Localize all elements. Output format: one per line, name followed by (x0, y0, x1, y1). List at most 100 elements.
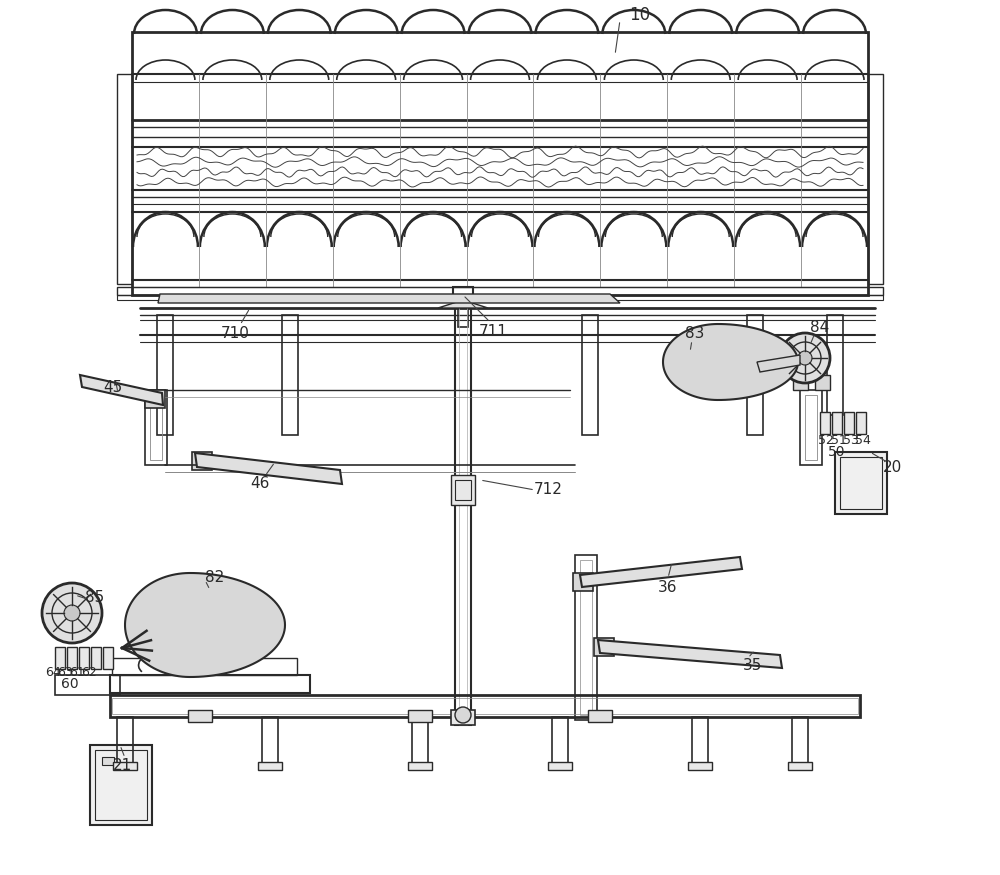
Text: 35: 35 (742, 657, 762, 673)
Bar (840, 457, 882, 509)
Bar (458, 307, 468, 327)
Circle shape (455, 707, 471, 723)
Bar (117, 74, 132, 284)
Bar (145, 390, 167, 465)
Bar (282, 315, 298, 435)
Bar (112, 698, 858, 714)
Bar (117, 717, 133, 765)
Bar (692, 717, 708, 765)
Bar (835, 452, 887, 514)
Bar (91, 647, 101, 669)
Bar (815, 375, 830, 390)
Circle shape (798, 351, 812, 365)
Text: 63: 63 (57, 666, 73, 678)
Text: 710: 710 (221, 326, 249, 340)
Bar (110, 695, 860, 717)
Bar (856, 412, 866, 434)
Bar (67, 647, 77, 669)
Text: 51: 51 (831, 433, 847, 446)
Bar (55, 647, 65, 669)
Bar (132, 32, 868, 295)
Bar (79, 647, 89, 669)
Circle shape (64, 605, 80, 621)
Bar (90, 745, 152, 825)
Text: 54: 54 (855, 433, 871, 446)
Bar (588, 710, 612, 722)
Text: 62: 62 (81, 666, 97, 678)
Bar (800, 390, 822, 465)
Bar (788, 762, 812, 770)
Bar (575, 555, 597, 720)
Bar (548, 762, 572, 770)
Circle shape (780, 333, 830, 383)
Circle shape (42, 583, 102, 643)
Bar (792, 717, 808, 765)
Text: 711: 711 (479, 324, 507, 339)
Bar (453, 287, 473, 307)
Bar (117, 295, 883, 300)
Polygon shape (438, 300, 488, 308)
Text: 45: 45 (103, 381, 123, 396)
Bar (262, 717, 278, 765)
Bar (412, 717, 428, 765)
Bar (451, 710, 475, 725)
Text: 20: 20 (882, 460, 902, 475)
Bar (150, 395, 162, 460)
Polygon shape (80, 375, 163, 405)
Bar (117, 287, 883, 295)
Polygon shape (598, 640, 782, 668)
Bar (552, 717, 568, 765)
Bar (55, 675, 120, 695)
Text: 712: 712 (534, 482, 562, 498)
Bar (408, 710, 432, 722)
Polygon shape (580, 557, 742, 587)
Bar (827, 315, 843, 415)
Bar (157, 315, 173, 435)
Text: 83: 83 (685, 326, 705, 340)
Bar (820, 412, 830, 434)
Circle shape (680, 357, 696, 373)
Bar (582, 315, 598, 435)
Bar (844, 412, 854, 434)
Text: 60: 60 (61, 677, 79, 691)
Text: 10: 10 (629, 6, 651, 24)
Text: 21: 21 (112, 758, 132, 773)
Bar (102, 757, 114, 765)
Polygon shape (757, 355, 800, 372)
Bar (103, 647, 113, 669)
Bar (110, 675, 310, 693)
Bar (451, 475, 475, 505)
Text: 52: 52 (818, 433, 834, 446)
Text: 46: 46 (250, 475, 270, 491)
Circle shape (157, 620, 173, 636)
Text: 84: 84 (810, 320, 830, 335)
Text: 85: 85 (85, 590, 105, 605)
Bar (95, 750, 147, 820)
Text: 36: 36 (658, 580, 678, 596)
Polygon shape (158, 294, 620, 303)
Bar (805, 395, 817, 460)
Bar (112, 658, 297, 675)
Bar (408, 762, 432, 770)
Bar (113, 762, 137, 770)
Polygon shape (195, 453, 342, 484)
Text: 82: 82 (205, 570, 225, 585)
Bar (793, 375, 808, 390)
Bar (188, 710, 212, 722)
Bar (594, 638, 614, 656)
Bar (832, 412, 842, 434)
Text: 64: 64 (45, 666, 61, 678)
Bar (459, 295, 467, 725)
Bar (258, 762, 282, 770)
Text: 61: 61 (69, 666, 85, 678)
Polygon shape (125, 573, 285, 677)
Bar (747, 315, 763, 435)
Bar (455, 480, 471, 500)
Bar (145, 390, 165, 408)
Text: 53: 53 (843, 433, 859, 446)
Text: 50: 50 (828, 445, 846, 459)
Bar (455, 295, 471, 725)
Bar (573, 573, 593, 591)
Bar (688, 762, 712, 770)
Bar (192, 452, 212, 470)
